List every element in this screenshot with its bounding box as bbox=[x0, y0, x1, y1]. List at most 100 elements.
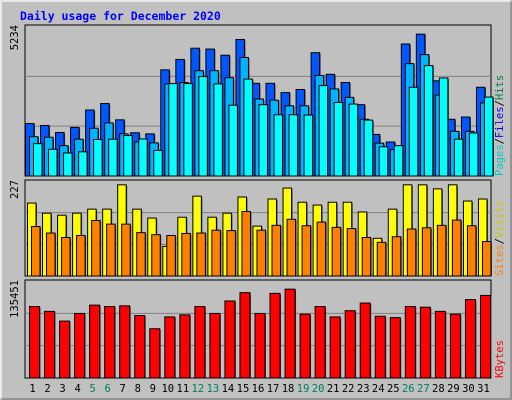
day-label-4: 4 bbox=[74, 383, 80, 395]
bar-visits-sites-s1-d14 bbox=[226, 230, 236, 277]
bar-hits-files-pages-s2-d20 bbox=[318, 85, 329, 177]
bar-visits-sites-s1-d28 bbox=[436, 224, 447, 277]
legend-entry: / bbox=[494, 138, 506, 144]
bar-visits-sites-s1-d18 bbox=[286, 218, 297, 277]
day-label-17: 17 bbox=[267, 383, 280, 395]
bar-hits-files-pages-s2-d23 bbox=[363, 119, 374, 177]
bar-kbytes-s0-d19 bbox=[299, 313, 311, 379]
bar-hits-files-pages-s2-d2 bbox=[48, 148, 58, 177]
day-label-6: 6 bbox=[105, 383, 111, 395]
bar-kbytes-s0-d6 bbox=[104, 306, 116, 379]
bar-visits-sites-s1-d6 bbox=[106, 223, 116, 277]
bar-hits-files-pages-s2-d31 bbox=[483, 96, 494, 177]
bar-hits-files-pages-s2-d18 bbox=[288, 114, 299, 177]
bar-hits-files-pages-s2-d24 bbox=[378, 146, 389, 177]
legend-entry: / bbox=[494, 100, 506, 106]
bar-hits-files-pages-s2-d29 bbox=[453, 138, 464, 177]
bar-hits-files-pages-s2-d28 bbox=[438, 77, 449, 177]
bar-hits-files-pages-s2-d1 bbox=[33, 143, 43, 177]
bar-hits-files-pages-s2-d8 bbox=[138, 138, 148, 177]
bar-visits-sites-s1-d13 bbox=[211, 229, 221, 277]
bar-visits-sites-s1-d3 bbox=[61, 236, 71, 277]
day-label-19: 19 bbox=[297, 383, 310, 395]
bar-visits-sites-s1-d21 bbox=[331, 226, 342, 277]
bar-kbytes-s0-d20 bbox=[314, 306, 326, 379]
day-label-16: 16 bbox=[252, 383, 265, 395]
legend-visits-sites: Sites/Visits bbox=[494, 200, 506, 276]
bar-kbytes-s0-d16 bbox=[254, 312, 266, 379]
day-label-30: 30 bbox=[462, 383, 475, 395]
bar-visits-sites-s1-d31 bbox=[481, 241, 492, 277]
legend-entry: / bbox=[494, 238, 506, 244]
bar-hits-files-pages-s2-d21 bbox=[333, 101, 344, 177]
legend-entry: Sites bbox=[494, 244, 506, 276]
bar-visits-sites-s1-d19 bbox=[301, 225, 312, 277]
bar-visits-sites-s1-d16 bbox=[256, 229, 266, 277]
bar-visits-sites-s1-d5 bbox=[91, 219, 101, 277]
day-label-11: 11 bbox=[177, 383, 190, 395]
bar-kbytes-s0-d18 bbox=[284, 288, 296, 379]
bar-visits-sites-s1-d2 bbox=[46, 232, 56, 277]
legend-entry: KBytes bbox=[494, 340, 506, 378]
bar-kbytes-s0-d31 bbox=[479, 294, 491, 379]
bar-kbytes-s0-d23 bbox=[359, 302, 371, 379]
bar-kbytes-s0-d28 bbox=[434, 310, 446, 379]
bar-visits-sites-s1-d23 bbox=[361, 236, 372, 277]
bar-hits-files-pages-s2-d11 bbox=[183, 83, 193, 177]
day-label-23: 23 bbox=[357, 383, 370, 395]
bar-kbytes-s0-d4 bbox=[74, 312, 86, 379]
bar-hits-files-pages-s2-d12 bbox=[198, 76, 208, 177]
bar-visits-sites-s1-d24 bbox=[376, 241, 387, 277]
bar-visits-sites-s1-d27 bbox=[421, 227, 432, 277]
day-label-14: 14 bbox=[222, 383, 235, 395]
bar-hits-files-pages-s2-d3 bbox=[63, 152, 73, 177]
bar-kbytes-s0-d29 bbox=[449, 313, 461, 379]
day-label-8: 8 bbox=[135, 383, 141, 395]
day-label-24: 24 bbox=[372, 383, 385, 395]
bar-visits-sites-s1-d11 bbox=[181, 232, 191, 277]
bar-kbytes-s0-d10 bbox=[164, 316, 176, 379]
bar-kbytes-s0-d12 bbox=[194, 306, 206, 379]
day-label-1: 1 bbox=[29, 383, 35, 395]
legend-entry: Files bbox=[494, 106, 506, 138]
day-label-5: 5 bbox=[89, 383, 95, 395]
bar-hits-files-pages-s2-d27 bbox=[423, 65, 434, 177]
bar-visits-sites-s1-d1 bbox=[31, 226, 41, 277]
bar-hits-files-pages-s2-d26 bbox=[408, 86, 419, 177]
bar-visits-sites-s1-d26 bbox=[406, 228, 417, 277]
legend-entry: Pages bbox=[494, 144, 506, 176]
day-label-13: 13 bbox=[207, 383, 220, 395]
bar-hits-files-pages-s2-d22 bbox=[348, 103, 359, 177]
bar-kbytes-s0-d26 bbox=[404, 306, 416, 379]
bar-visits-sites-s1-d25 bbox=[391, 236, 402, 277]
bar-visits-sites-s1-d20 bbox=[316, 221, 327, 277]
bar-visits-sites-s1-d4 bbox=[76, 234, 86, 277]
bar-kbytes-s0-d9 bbox=[149, 328, 161, 379]
day-label-27: 27 bbox=[417, 383, 430, 395]
bar-kbytes-s0-d5 bbox=[89, 304, 101, 379]
day-label-20: 20 bbox=[312, 383, 325, 395]
legend-entry: Hits bbox=[494, 75, 506, 100]
day-label-7: 7 bbox=[120, 383, 126, 395]
bar-hits-files-pages-s2-d4 bbox=[78, 151, 88, 177]
bar-visits-sites-s1-d10 bbox=[166, 234, 176, 277]
day-label-29: 29 bbox=[447, 383, 460, 395]
bar-kbytes-s0-d24 bbox=[374, 315, 386, 379]
bar-kbytes-s0-d3 bbox=[59, 320, 71, 379]
bar-hits-files-pages-s2-d17 bbox=[273, 114, 284, 177]
bar-kbytes-s0-d8 bbox=[134, 315, 146, 379]
bar-hits-files-pages-s2-d16 bbox=[258, 104, 268, 177]
day-label-25: 25 bbox=[387, 383, 400, 395]
bar-visits-sites-s1-d7 bbox=[121, 223, 131, 277]
day-label-28: 28 bbox=[432, 383, 445, 395]
bar-kbytes-s0-d22 bbox=[344, 310, 356, 379]
bar-kbytes-s0-d2 bbox=[44, 310, 56, 379]
bar-kbytes-s0-d21 bbox=[329, 316, 341, 379]
bar-visits-sites-s1-d29 bbox=[451, 219, 462, 277]
bar-kbytes-s0-d13 bbox=[209, 312, 221, 379]
chart-title: Daily usage for December 2020 bbox=[20, 9, 221, 23]
legend-hits-files-pages: Pages/Files/Hits bbox=[494, 75, 506, 176]
y-axis-max-label: 5234 bbox=[9, 25, 21, 50]
day-label-31: 31 bbox=[477, 383, 490, 395]
